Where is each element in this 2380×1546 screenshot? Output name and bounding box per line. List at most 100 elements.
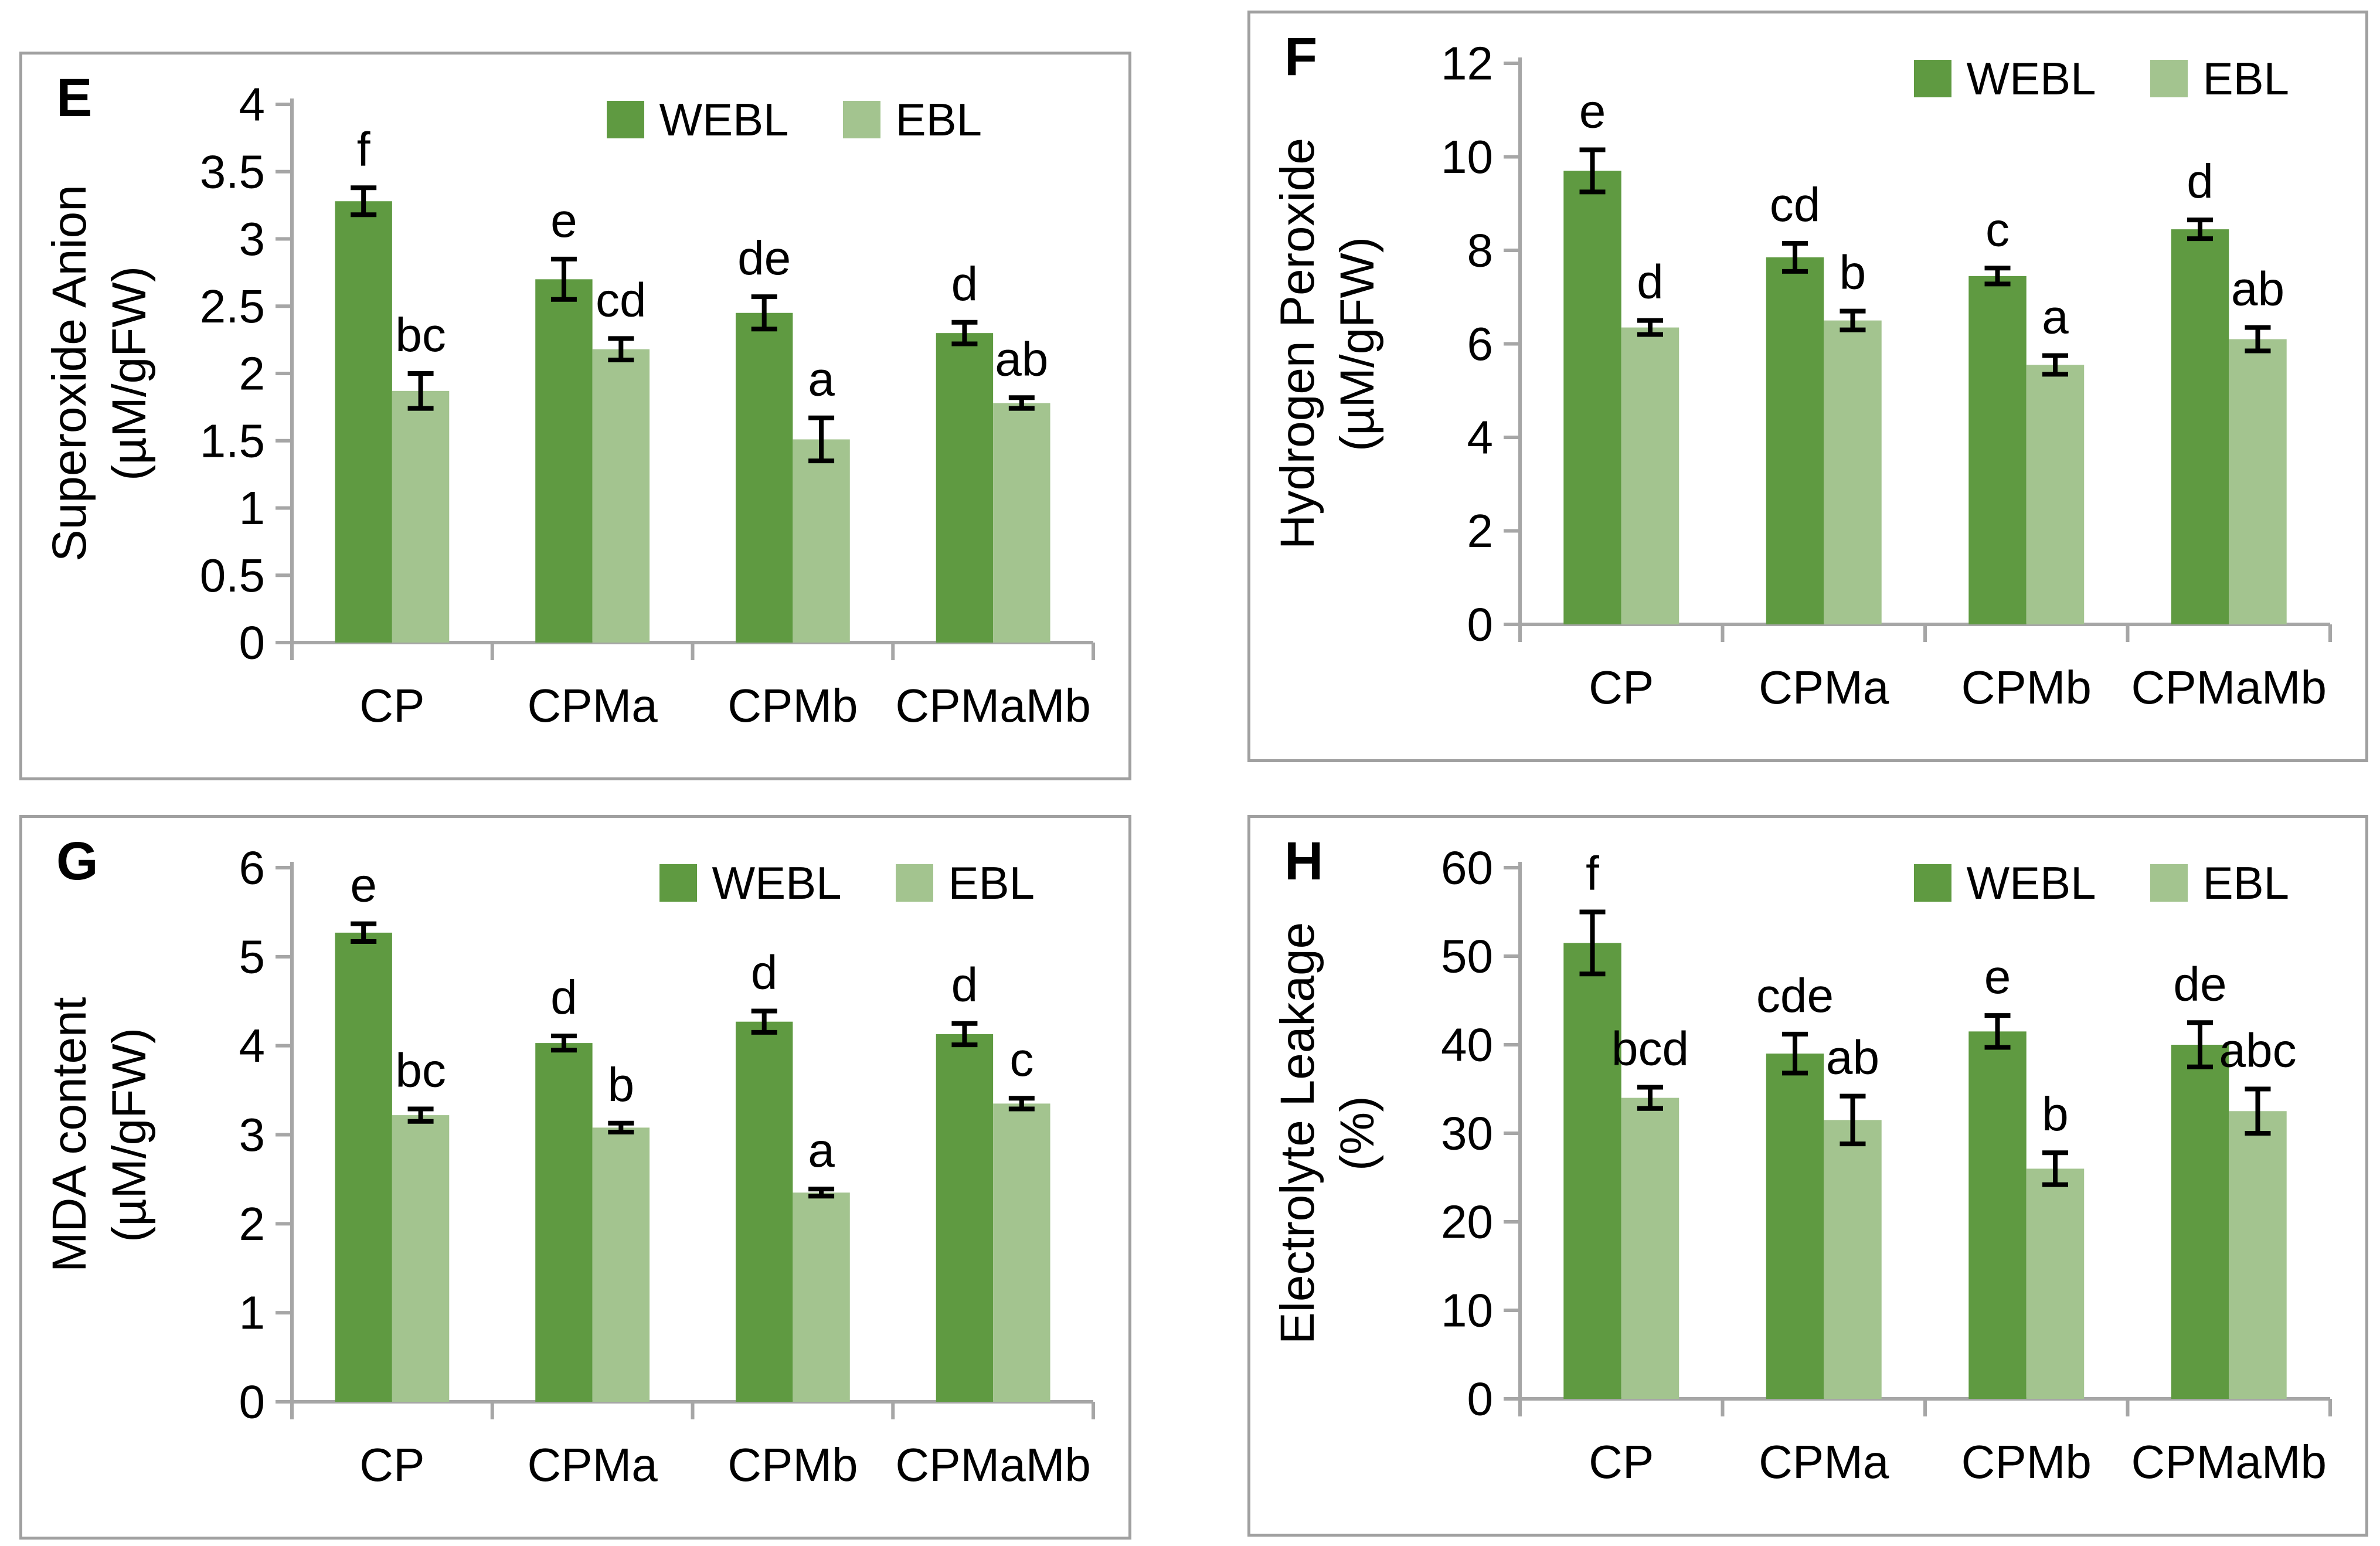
sig-letter: e [350, 859, 377, 912]
sig-letter: e [1579, 85, 1606, 138]
y-tick-label: 0 [239, 1376, 266, 1428]
sig-letter: b [2042, 1088, 2069, 1141]
y-tick-label: 2 [239, 348, 266, 400]
sig-letter: b [1840, 246, 1866, 300]
legend-webl-label: WEBL [1966, 857, 2096, 909]
legend-ebl-swatch [895, 864, 933, 902]
legend: WEBL EBL [606, 94, 982, 145]
y-tick-label: 60 [1441, 842, 1493, 894]
y-tick-label: 8 [1467, 225, 1494, 277]
category-label: CPMa [527, 1439, 658, 1491]
legend-ebl-label: EBL [2202, 53, 2289, 104]
y-tick-label: 2.5 [200, 280, 265, 332]
bar-ebl-CPMb [793, 439, 850, 643]
legend-ebl-swatch [2150, 60, 2188, 97]
sig-letter: de [737, 232, 791, 285]
legend-ebl-swatch [842, 101, 880, 138]
panel-E: E Superoxide Anion (µM/gFW) WEBL EBL 0 0.… [19, 52, 1131, 780]
sig-letter: a [2042, 290, 2069, 344]
category-label: CPMa [1759, 661, 1889, 713]
y-tick-label: 1 [239, 1287, 266, 1339]
bar-webl-CP [1563, 171, 1621, 624]
y-tick-label: 3.5 [200, 145, 265, 198]
sig-letter: d [1637, 256, 1664, 309]
sig-letter: e [1984, 950, 2011, 1004]
y-tick-label: 6 [1467, 318, 1494, 370]
legend: WEBL EBL [1913, 53, 2289, 104]
legend-ebl-swatch [2150, 864, 2188, 902]
bar-webl-CPMa [1766, 1054, 1824, 1399]
y-tick-label: 4 [1467, 412, 1494, 464]
chart-mda-content: 0 1 2 3 4 5 6 CP CPMa CPMb CPMaMb e d d d bc b a c [239, 842, 1095, 1491]
panel-label: H [1284, 831, 1324, 891]
sig-letter: c [1985, 203, 2010, 256]
panel-label: F [1284, 27, 1318, 87]
legend-webl-swatch [1913, 60, 1951, 97]
bar-webl-CPMb [1968, 1031, 2027, 1399]
bar-webl-CPMaMb [2171, 229, 2229, 624]
bar-ebl-CP [1621, 1098, 1679, 1399]
category-label: CPMaMb [895, 679, 1090, 732]
bar-ebl-CPMb [2026, 365, 2085, 624]
y-tick-label: 1.5 [200, 414, 265, 467]
y-tick-label: 6 [239, 842, 266, 894]
category-label: CP [1589, 661, 1654, 713]
chart-superoxide-anion: 0 0.5 1 1.5 2 2.5 3 3.5 4 CP CPMa CPMb CPMaMb f e de d bc… [200, 79, 1095, 732]
sig-letter: bc [395, 308, 446, 362]
legend: WEBL EBL [659, 860, 1035, 906]
y-tick-label: 2 [239, 1198, 266, 1250]
bar-webl-CP [335, 201, 392, 643]
category-label: CPMb [1961, 661, 2092, 713]
sig-letter: abc [2219, 1024, 2296, 1078]
y-tick-label: 10 [1441, 131, 1493, 183]
y-tick-label: 50 [1441, 930, 1493, 983]
legend-webl-label: WEBL [1966, 53, 2096, 104]
bar-ebl-CPMa [592, 349, 650, 643]
sig-letter: cd [1770, 178, 1821, 232]
legend-webl-label: WEBL [712, 857, 842, 909]
category-label: CPMb [1961, 1436, 2092, 1488]
category-label: CPMaMb [895, 1439, 1090, 1491]
bar-webl-CPMaMb [2171, 1045, 2229, 1399]
category-label: CP [1589, 1436, 1654, 1488]
y-tick-label: 1 [239, 482, 266, 534]
bar-ebl-CPMa [1824, 1120, 1882, 1399]
legend-webl-swatch [606, 101, 644, 138]
y-tick-label: 4 [239, 79, 266, 131]
y-tick-label: 4 [239, 1020, 266, 1072]
panel-label: G [56, 831, 98, 891]
sig-letter: d [751, 946, 778, 999]
y-tick-label: 0 [1467, 599, 1494, 651]
bar-ebl-CPMb [2026, 1168, 2085, 1399]
category-label: CPMa [527, 679, 658, 732]
bar-ebl-CP [1621, 327, 1679, 624]
sig-letter: a [808, 1124, 835, 1177]
y-tick-label: 3 [239, 213, 266, 265]
bar-ebl-CPMa [1824, 320, 1882, 624]
sig-letter: f [1586, 847, 1599, 901]
y-tick-label: 40 [1441, 1019, 1493, 1071]
sig-letter: bcd [1611, 1022, 1689, 1075]
category-label: CPMaMb [2131, 661, 2327, 713]
y-tick-label: 5 [239, 930, 266, 983]
bar-ebl-CP [392, 390, 450, 643]
y-tick-label: 2 [1467, 505, 1494, 557]
legend-webl-label: WEBL [659, 94, 789, 145]
bar-webl-CPMaMb [936, 333, 994, 643]
sig-letter: e [550, 194, 577, 247]
sig-letter: de [2173, 957, 2226, 1011]
bar-webl-CPMa [1766, 257, 1824, 624]
bar-webl-CPMa [535, 1043, 593, 1402]
y-tick-label: 10 [1441, 1285, 1493, 1337]
legend-webl-swatch [1913, 864, 1951, 902]
sig-letter: ab [995, 332, 1048, 386]
sig-letter: a [808, 353, 835, 406]
category-label: CPMb [727, 1439, 858, 1491]
chart-electrolyte-leakage: 0 10 20 30 40 50 60 CP CPMa CPMb CPMaMb f cde e de bcd a… [1441, 842, 2332, 1488]
legend-ebl-label: EBL [2202, 857, 2289, 909]
legend-webl-swatch [659, 864, 697, 902]
sig-letter: bc [395, 1044, 446, 1097]
